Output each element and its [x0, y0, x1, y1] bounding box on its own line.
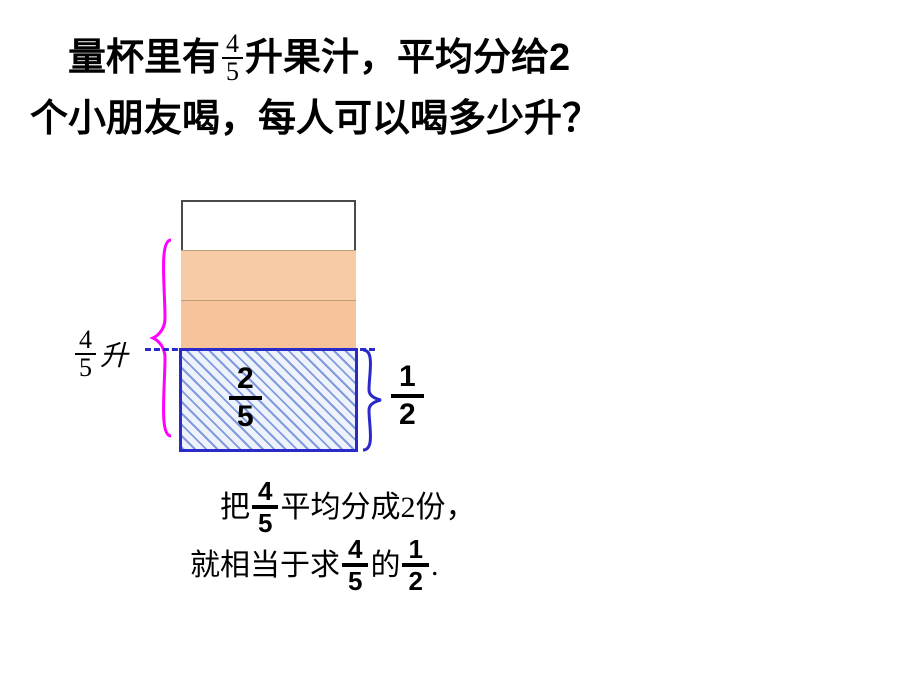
hatched-region: [179, 348, 358, 452]
q-line1-before: 量杯里有: [30, 28, 220, 89]
explain-l1-a: 把: [220, 482, 250, 533]
explain-frac-1: 4 5: [252, 478, 278, 536]
explain-l2-c: .: [431, 540, 439, 591]
explain-l2-b: 的: [370, 540, 400, 591]
left-fraction: 4 5: [75, 327, 96, 381]
left-brace-icon: [149, 238, 175, 438]
center-fraction: 2 5: [229, 364, 262, 432]
question-text: 量杯里有 4 5 升果汁，平均分给2 个小朋友喝，每人可以喝多少升？: [30, 28, 890, 150]
q-line2: 个小朋友喝，每人可以喝多少升？: [30, 89, 600, 150]
q-line1-after: 升果汁，平均分给2: [245, 28, 570, 89]
explanation: 把 4 5 平均分成2份， 就相当于求 4 5 的 1 2 .: [190, 478, 475, 594]
q-fraction: 4 5: [222, 31, 243, 85]
left-label: 4 5 升: [75, 327, 128, 381]
right-fraction: 1 2: [391, 362, 424, 430]
right-brace-icon: [361, 348, 383, 452]
explain-l1-b: 平均分成2份，: [280, 482, 475, 533]
explain-l2-a: 就相当于求: [190, 540, 340, 591]
diagram: 4 5 升 2 5 1 2: [155, 200, 655, 500]
cup-row: [181, 250, 356, 300]
explain-frac-3: 1 2: [402, 536, 428, 594]
left-unit: 升: [100, 334, 128, 374]
cup-row: [181, 300, 356, 350]
explain-frac-2: 4 5: [342, 536, 368, 594]
